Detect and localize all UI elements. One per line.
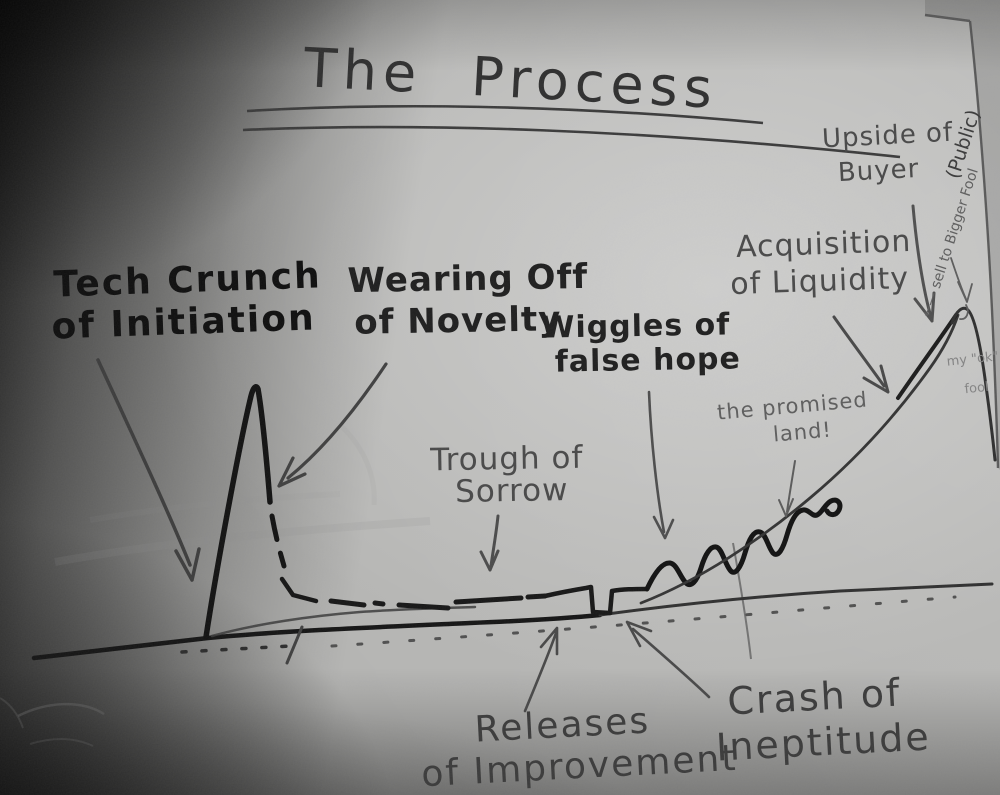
label-upside-line2: Buyer (837, 154, 920, 188)
label-promised-land-line2: land! (772, 418, 833, 447)
arrow-acquisition (832, 315, 890, 394)
eraser-smudges (0, 423, 752, 747)
curve-spike-dashed-descent (269, 513, 287, 569)
dotted-baseline-left (180, 644, 292, 654)
smudge-stroke (0, 697, 24, 729)
smudge-stroke (17, 702, 105, 718)
curve-descent-elbow (279, 576, 319, 604)
annotation-labels: Tech Crunch of Initiation Wearing Off of… (51, 107, 999, 795)
smudge-stroke (29, 737, 94, 747)
label-crash-line2: Ineptitude (715, 714, 932, 769)
title-underline (242, 104, 901, 159)
label-wiggles-line1: Wiggles of (541, 307, 731, 345)
label-tech-crunch-line2: of Initiation (51, 297, 316, 347)
arrow-releases (523, 626, 559, 713)
curve-baseline-left (31, 612, 603, 661)
arrow-promised-land (778, 460, 796, 517)
curve-trough-dashes (328, 593, 548, 611)
label-my-ok-fool-line1: my "ok" (946, 349, 999, 369)
label-my-ok-fool-line2: fool (964, 380, 990, 397)
arrow-wiggles (647, 390, 675, 540)
smudge-stroke (338, 423, 377, 506)
smudge-stroke (89, 491, 341, 523)
label-trough-line2: Sorrow (455, 472, 569, 510)
curve-spike (203, 384, 273, 640)
label-releases-line2: of Improvement (420, 738, 738, 795)
label-acquisition-line2: of Liquidity (730, 261, 910, 302)
label-promised-land-line1: the promised (716, 387, 869, 424)
label-upside-line1: Upside of (821, 118, 954, 155)
label-wearing-off-line2: of Novelty (354, 299, 562, 343)
curve-crash-notch (542, 584, 650, 616)
curve-baseline-extra (210, 605, 477, 638)
arrow-trough (479, 514, 500, 572)
label-wiggles-line2: false hope (555, 341, 742, 379)
label-wearing-off-line1: Wearing Off (347, 257, 588, 301)
label-sell-note-text: ←— sell to Bigger Fool (919, 166, 982, 319)
label-acquisition-line1: Acquisition (735, 224, 911, 265)
label-crash-line1: Crash of (726, 670, 902, 723)
arrow-crash (625, 620, 711, 699)
curve-wiggles (644, 497, 843, 592)
smudge-stroke (54, 517, 431, 566)
